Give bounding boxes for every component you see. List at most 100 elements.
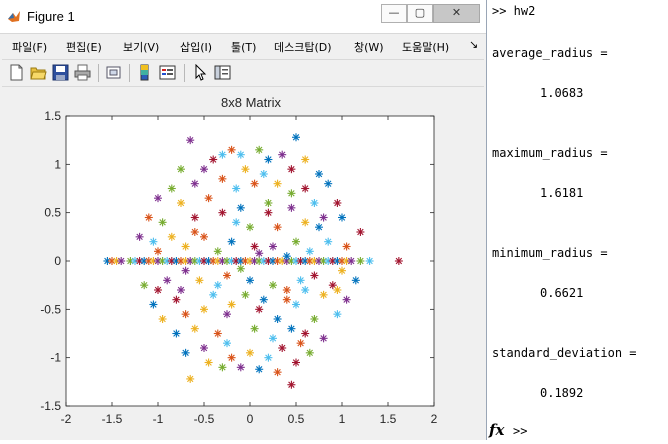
asterisk-marker — [273, 179, 282, 188]
asterisk-marker — [181, 348, 190, 357]
asterisk-marker — [181, 266, 190, 275]
menu-insert[interactable]: 삽입(I) — [180, 41, 213, 54]
console-line: average_radius = — [492, 46, 608, 60]
insert-colorbar-icon[interactable] — [136, 64, 153, 81]
scatter-chart[interactable]: 8x8 Matrix -2 -1.5 -1 -0.5 0 0.5 1 1.5 21.510.50… — [2, 87, 484, 440]
asterisk-marker — [154, 247, 162, 256]
minimize-icon: — — [388, 6, 400, 19]
asterisk-marker — [218, 150, 227, 159]
asterisk-marker — [223, 271, 231, 280]
asterisk-marker — [117, 257, 126, 265]
menu-file[interactable]: 파일(F) — [12, 41, 48, 54]
asterisk-marker — [241, 290, 250, 299]
asterisk-marker — [154, 286, 162, 294]
asterisk-marker — [338, 266, 346, 275]
asterisk-marker — [255, 365, 264, 374]
menu-desktop[interactable]: 데스크탑(D) — [274, 41, 332, 54]
asterisk-marker — [333, 310, 342, 319]
menu-help[interactable]: 도움말(H) — [402, 41, 450, 54]
y-tick-label: 1.5 — [44, 109, 61, 123]
asterisk-marker — [315, 257, 323, 265]
asterisk-marker — [241, 257, 250, 265]
menu-edit[interactable]: 편집(E) — [66, 41, 102, 54]
x-tick-label: -1 — [153, 412, 164, 426]
asterisk-marker — [356, 257, 365, 265]
asterisk-marker — [347, 257, 356, 265]
asterisk-marker — [278, 344, 287, 352]
asterisk-marker — [177, 257, 185, 265]
asterisk-marker — [292, 358, 300, 367]
open-file-icon[interactable] — [30, 64, 47, 81]
menu-view[interactable]: 보기(V) — [123, 41, 160, 54]
asterisk-marker — [264, 353, 273, 362]
asterisk-marker — [154, 257, 162, 265]
asterisk-marker — [342, 242, 351, 251]
asterisk-marker — [236, 363, 245, 372]
menu-window[interactable]: 창(W) — [354, 41, 384, 54]
asterisk-marker — [324, 179, 333, 188]
axis-ticks: -2 -1.5 -1 -0.5 0 0.5 1 1.5 21.510.50-0.5-1-1.5 — [40, 109, 437, 426]
asterisk-marker — [218, 363, 227, 372]
asterisk-marker — [319, 213, 328, 222]
asterisk-marker — [223, 339, 231, 348]
asterisk-marker — [269, 242, 277, 251]
print-icon[interactable] — [74, 64, 91, 81]
asterisk-marker — [236, 150, 245, 159]
asterisk-marker — [172, 329, 181, 338]
asterisk-marker — [301, 329, 310, 338]
data-markers — [103, 133, 403, 389]
asterisk-marker — [310, 257, 319, 265]
maximize-icon: ▢ — [414, 6, 426, 19]
asterisk-marker — [301, 257, 310, 265]
command-window[interactable]: >> hw2 average_radius = 1.0683 maximum_radi… — [488, 0, 668, 440]
asterisk-marker — [250, 324, 259, 333]
asterisk-marker — [292, 133, 300, 142]
asterisk-marker — [200, 305, 208, 314]
console-line: 1.6181 — [540, 186, 584, 200]
link-plot-icon[interactable] — [105, 64, 122, 81]
menu-overflow-icon[interactable]: ↘ — [469, 38, 479, 51]
asterisk-marker — [172, 295, 181, 304]
asterisk-marker — [213, 329, 222, 338]
y-tick-label: -0.5 — [40, 302, 61, 316]
toolbar-separator — [98, 64, 99, 82]
asterisk-marker — [278, 150, 287, 159]
asterisk-marker — [310, 271, 319, 280]
console-line: 0.6621 — [540, 286, 584, 300]
close-button[interactable]: ✕ — [433, 4, 480, 23]
x-tick-label: 1 — [339, 412, 346, 426]
asterisk-marker — [365, 257, 374, 265]
toolbar — [2, 59, 484, 87]
asterisk-marker — [255, 257, 264, 265]
title-bar[interactable]: Figure 1 — ▢ ✕ — [0, 0, 486, 34]
asterisk-marker — [282, 295, 291, 304]
minimize-button[interactable]: — — [381, 4, 407, 23]
menu-tools[interactable]: 툴(T) — [231, 41, 257, 54]
new-figure-icon[interactable] — [8, 64, 25, 81]
x-tick-label: 1.5 — [380, 412, 397, 426]
insert-legend-icon[interactable] — [159, 64, 176, 81]
asterisk-marker — [333, 286, 342, 294]
pointer-arrow-icon[interactable] — [192, 64, 209, 81]
asterisk-marker — [356, 228, 365, 236]
maximize-button[interactable]: ▢ — [407, 4, 433, 23]
asterisk-marker — [209, 290, 218, 299]
asterisk-marker — [255, 145, 264, 154]
asterisk-marker — [250, 257, 259, 265]
console-line: maximum_radius = — [492, 146, 608, 160]
asterisk-marker — [218, 208, 227, 217]
fx-icon[interactable]: fx — [489, 421, 505, 439]
command-prompt[interactable]: >> — [513, 424, 528, 438]
asterisk-marker — [213, 247, 222, 256]
asterisk-marker — [310, 315, 319, 323]
close-icon: ✕ — [451, 6, 462, 19]
asterisk-marker — [149, 237, 158, 246]
y-tick-label: -1.5 — [40, 399, 61, 413]
y-tick-label: 0.5 — [44, 206, 61, 220]
asterisk-marker — [264, 208, 273, 217]
property-inspector-icon[interactable] — [214, 64, 231, 81]
asterisk-marker — [167, 232, 176, 241]
asterisk-marker — [301, 218, 310, 227]
save-icon[interactable] — [52, 64, 69, 81]
asterisk-marker — [315, 223, 323, 232]
